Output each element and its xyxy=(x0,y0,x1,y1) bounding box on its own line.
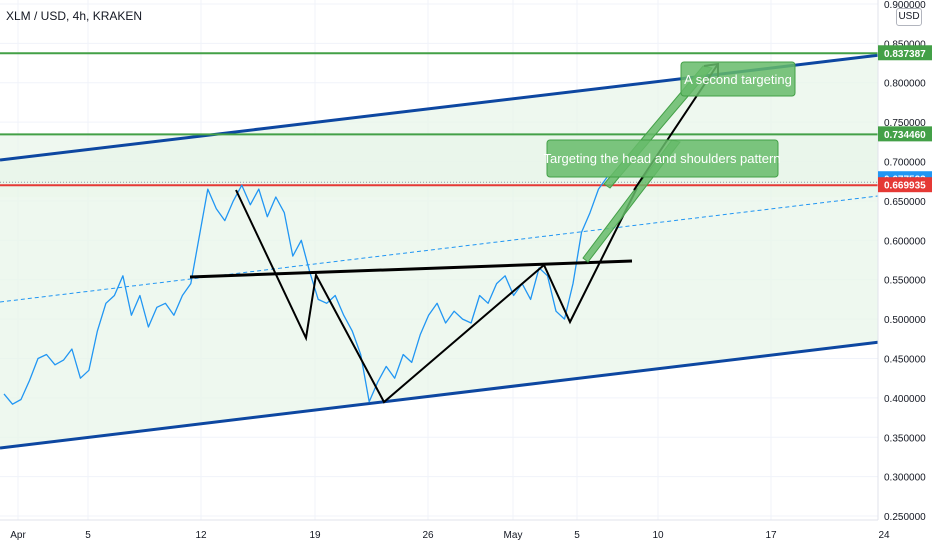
y-tick-label: 0.600000 xyxy=(884,236,926,247)
callout-hs-target-text: Targeting the head and shoulders pattern xyxy=(543,151,780,166)
y-tick-label: 0.800000 xyxy=(884,79,926,90)
y-tick-label: 0.250000 xyxy=(884,512,926,523)
x-tick-label: 12 xyxy=(195,530,207,541)
y-tick-label: 0.450000 xyxy=(884,354,926,365)
price-label-3: 0.669935 xyxy=(884,181,926,192)
callout-hs-target[interactable] xyxy=(546,139,779,178)
channel-midline xyxy=(0,195,879,303)
price-label-0: 0.837387 xyxy=(884,49,926,60)
currency-button[interactable]: USD xyxy=(896,8,922,26)
price-label-bg-1 xyxy=(878,126,932,142)
x-tick-label: 17 xyxy=(765,530,777,541)
y-tick-label: 0.900000 xyxy=(884,0,926,11)
chart-title: XLM / USD, 4h, KRAKEN xyxy=(6,9,143,23)
price-axis-bg xyxy=(878,0,932,550)
y-tick-label: 0.400000 xyxy=(884,394,926,405)
y-tick-label: 0.650000 xyxy=(884,197,926,208)
price-label-1: 0.734460 xyxy=(884,130,926,141)
x-tick-label: 24 xyxy=(878,530,890,541)
x-tick-label: 26 xyxy=(422,530,434,541)
x-tick-label: 5 xyxy=(85,530,91,541)
x-tick-label: 10 xyxy=(652,530,664,541)
x-tick-label: Apr xyxy=(10,530,26,541)
neckline xyxy=(189,259,633,279)
y-tick-label: 0.500000 xyxy=(884,315,926,326)
channel-lower-line xyxy=(0,340,881,450)
y-tick-label: 0.550000 xyxy=(884,276,926,287)
price-label-bg-3 xyxy=(878,177,932,193)
head-shoulders-pattern xyxy=(235,187,638,404)
callout-second-target[interactable] xyxy=(680,61,796,97)
callout-second-target-text: A second targeting xyxy=(684,72,792,87)
y-tick-label: 0.350000 xyxy=(884,433,926,444)
channel-fill xyxy=(0,55,880,448)
x-tick-label: May xyxy=(504,530,523,541)
channel-upper-fill xyxy=(0,185,878,198)
x-tick-label: 5 xyxy=(574,530,580,541)
time-axis-bg xyxy=(0,520,932,550)
y-tick-label: 0.700000 xyxy=(884,158,926,169)
y-tick-label: 0.300000 xyxy=(884,473,926,484)
price-series-line xyxy=(3,176,608,405)
price-label-bg-0 xyxy=(878,45,932,61)
y-tick-label: 0.850000 xyxy=(884,39,926,50)
x-tick-label: 19 xyxy=(309,530,321,541)
y-tick-label: 0.750000 xyxy=(884,118,926,129)
